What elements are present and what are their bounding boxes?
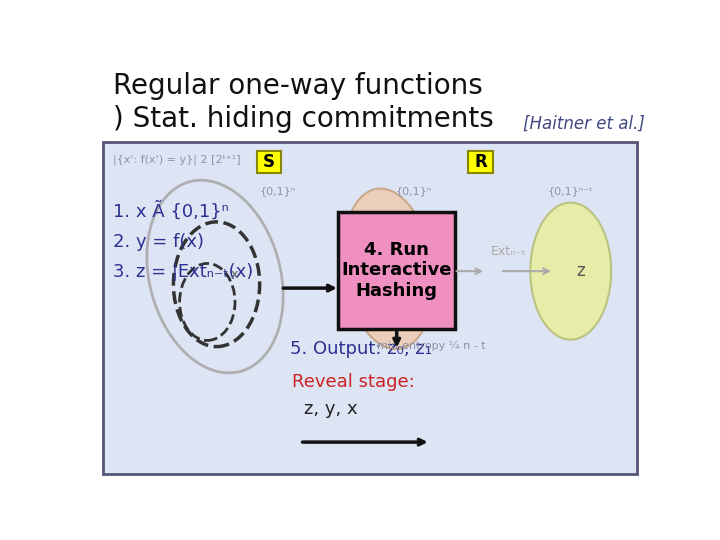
Text: S: S	[263, 153, 275, 171]
Text: ) Stat. hiding commitments: ) Stat. hiding commitments	[113, 105, 494, 133]
Text: z, y, x: z, y, x	[304, 400, 357, 418]
Text: 3. z = |Extₙ₋ₜ(x): 3. z = |Extₙ₋ₜ(x)	[113, 264, 253, 281]
Text: Regular one-way functions: Regular one-way functions	[113, 72, 483, 100]
Text: 5. Output: z₀, z₁: 5. Output: z₀, z₁	[290, 340, 433, 359]
Text: Extₙ₋ₜ: Extₙ₋ₜ	[490, 245, 526, 259]
FancyBboxPatch shape	[256, 151, 282, 173]
FancyBboxPatch shape	[468, 151, 493, 173]
Text: z: z	[577, 262, 585, 280]
Ellipse shape	[343, 188, 433, 349]
Text: 2. y = f(x): 2. y = f(x)	[113, 233, 204, 251]
Text: {0,1}ⁿ: {0,1}ⁿ	[260, 186, 296, 197]
Text: min-entropy ¼ n - t: min-entropy ¼ n - t	[377, 340, 485, 350]
Text: Reveal stage:: Reveal stage:	[292, 373, 415, 391]
FancyBboxPatch shape	[338, 212, 455, 329]
Text: f: f	[342, 248, 347, 264]
Text: 1. x Ã {0,1}ⁿ: 1. x Ã {0,1}ⁿ	[113, 202, 229, 221]
FancyBboxPatch shape	[104, 142, 637, 475]
Text: R: R	[474, 153, 487, 171]
Ellipse shape	[531, 202, 611, 340]
Text: {0,1}ⁿ: {0,1}ⁿ	[396, 186, 432, 197]
Text: |{x': f(x') = y}| 2 [2ᵗ⁺¹]: |{x': f(x') = y}| 2 [2ᵗ⁺¹]	[113, 155, 241, 165]
Text: 4. Run
Interactive
Hashing: 4. Run Interactive Hashing	[341, 241, 452, 300]
Text: {0,1}ⁿ⁻ᵗ: {0,1}ⁿ⁻ᵗ	[548, 186, 593, 197]
Text: x: x	[230, 268, 238, 281]
Text: [Haitner et al.]: [Haitner et al.]	[523, 115, 645, 133]
